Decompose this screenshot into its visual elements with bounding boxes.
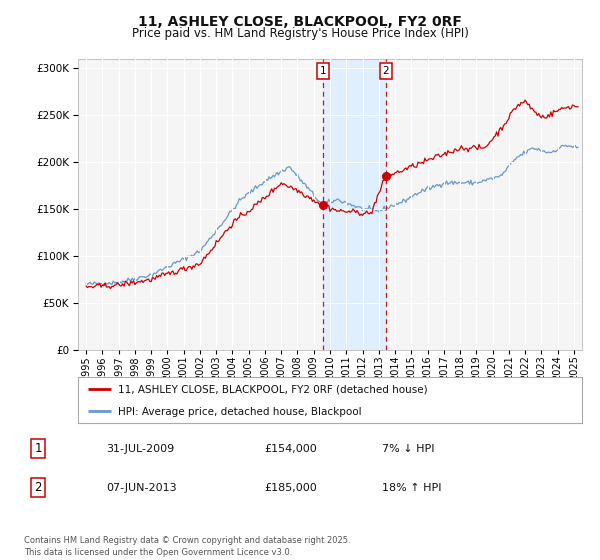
Text: 1: 1 [35, 442, 42, 455]
Text: £185,000: £185,000 [265, 483, 317, 493]
Text: £154,000: £154,000 [265, 444, 317, 454]
Text: 7% ↓ HPI: 7% ↓ HPI [382, 444, 435, 454]
Text: 07-JUN-2013: 07-JUN-2013 [106, 483, 176, 493]
Text: Price paid vs. HM Land Registry's House Price Index (HPI): Price paid vs. HM Land Registry's House … [131, 27, 469, 40]
Text: 1: 1 [320, 66, 326, 76]
Text: HPI: Average price, detached house, Blackpool: HPI: Average price, detached house, Blac… [118, 407, 362, 417]
Text: 18% ↑ HPI: 18% ↑ HPI [382, 483, 442, 493]
Text: 2: 2 [383, 66, 389, 76]
Text: 31-JUL-2009: 31-JUL-2009 [106, 444, 174, 454]
Text: 11, ASHLEY CLOSE, BLACKPOOL, FY2 0RF: 11, ASHLEY CLOSE, BLACKPOOL, FY2 0RF [138, 15, 462, 29]
Text: 2: 2 [35, 481, 42, 494]
Text: 11, ASHLEY CLOSE, BLACKPOOL, FY2 0RF (detached house): 11, ASHLEY CLOSE, BLACKPOOL, FY2 0RF (de… [118, 385, 428, 395]
Bar [323, 59, 386, 350]
Text: Contains HM Land Registry data © Crown copyright and database right 2025.
This d: Contains HM Land Registry data © Crown c… [24, 536, 350, 557]
